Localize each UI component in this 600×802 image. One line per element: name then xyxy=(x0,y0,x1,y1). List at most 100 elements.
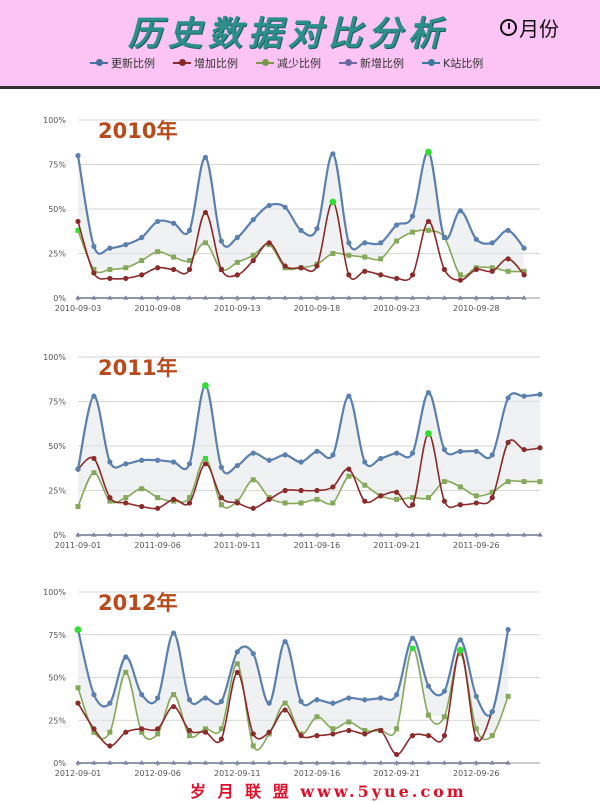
data-point[interactable] xyxy=(425,495,431,501)
data-point[interactable] xyxy=(298,698,304,705)
data-point[interactable] xyxy=(457,208,463,214)
data-point[interactable] xyxy=(91,270,97,276)
data-point[interactable] xyxy=(107,275,113,282)
data-point[interactable] xyxy=(378,493,384,499)
data-point[interactable] xyxy=(425,218,432,225)
data-point[interactable] xyxy=(505,268,511,274)
data-point[interactable] xyxy=(218,502,224,508)
data-point[interactable] xyxy=(521,245,527,251)
data-point[interactable] xyxy=(186,227,193,233)
data-point[interactable] xyxy=(91,692,97,698)
data-point[interactable] xyxy=(330,731,336,737)
legend-item[interactable]: K站比例 xyxy=(422,55,483,71)
data-point[interactable] xyxy=(107,245,113,251)
data-point[interactable] xyxy=(250,731,256,737)
data-point[interactable] xyxy=(346,473,352,479)
data-point[interactable] xyxy=(456,646,464,654)
data-point[interactable] xyxy=(282,700,288,706)
data-point[interactable] xyxy=(489,489,495,495)
data-point[interactable] xyxy=(394,489,400,495)
data-point[interactable] xyxy=(218,736,224,742)
data-point[interactable] xyxy=(266,700,272,706)
data-point[interactable] xyxy=(123,729,129,735)
data-point[interactable] xyxy=(123,242,129,248)
data-point[interactable] xyxy=(457,651,463,657)
data-point[interactable] xyxy=(378,695,384,701)
data-point[interactable] xyxy=(330,700,336,706)
data-point[interactable] xyxy=(314,714,320,720)
data-point[interactable] xyxy=(441,498,448,504)
data-point[interactable] xyxy=(505,395,511,401)
data-point[interactable] xyxy=(282,204,288,210)
data-point[interactable] xyxy=(394,726,400,732)
data-point[interactable] xyxy=(155,457,161,463)
data-point[interactable] xyxy=(202,455,208,461)
data-point[interactable] xyxy=(473,266,479,273)
data-point[interactable] xyxy=(441,733,448,739)
data-point[interactable] xyxy=(187,733,193,739)
data-point[interactable] xyxy=(441,266,448,273)
data-point[interactable] xyxy=(139,234,145,241)
data-point[interactable] xyxy=(266,496,272,502)
data-point[interactable] xyxy=(346,252,352,258)
data-point[interactable] xyxy=(250,258,256,264)
data-point[interactable] xyxy=(186,500,193,506)
data-point[interactable] xyxy=(394,496,400,502)
data-point[interactable] xyxy=(75,504,81,510)
data-point[interactable] xyxy=(186,461,193,467)
data-point[interactable] xyxy=(473,500,479,506)
data-point[interactable] xyxy=(155,249,161,255)
data-point[interactable] xyxy=(505,227,511,233)
data-point[interactable] xyxy=(441,479,447,485)
data-point[interactable] xyxy=(314,225,320,232)
data-point[interactable] xyxy=(362,268,368,274)
data-point[interactable] xyxy=(425,430,432,437)
data-point[interactable] xyxy=(441,446,448,453)
data-point[interactable] xyxy=(170,459,177,465)
data-point[interactable] xyxy=(171,254,177,260)
data-point[interactable] xyxy=(489,733,495,739)
data-point[interactable] xyxy=(346,240,352,246)
data-point[interactable] xyxy=(234,462,240,469)
data-point[interactable] xyxy=(250,650,256,657)
data-point[interactable] xyxy=(282,452,288,458)
data-point[interactable] xyxy=(330,151,336,157)
data-point[interactable] xyxy=(409,733,416,739)
data-point[interactable] xyxy=(473,693,479,699)
data-point[interactable] xyxy=(186,697,193,703)
data-point[interactable] xyxy=(457,272,463,278)
data-point[interactable] xyxy=(362,498,368,504)
data-point[interactable] xyxy=(425,227,431,233)
data-point[interactable] xyxy=(330,726,336,732)
data-point[interactable] xyxy=(218,238,224,244)
data-point[interactable] xyxy=(521,268,527,274)
data-point[interactable] xyxy=(202,154,209,160)
data-point[interactable] xyxy=(473,493,479,499)
data-point[interactable] xyxy=(266,457,272,463)
legend-item[interactable]: 增加比例 xyxy=(173,55,238,71)
data-point[interactable] xyxy=(505,693,511,699)
data-point[interactable] xyxy=(266,202,272,209)
legend-item[interactable]: 新增比例 xyxy=(339,55,404,71)
data-point[interactable] xyxy=(91,726,97,732)
data-point[interactable] xyxy=(170,496,177,502)
data-point[interactable] xyxy=(75,218,81,225)
month-selector[interactable]: 月份 xyxy=(500,13,559,42)
data-point[interactable] xyxy=(537,445,543,451)
data-point[interactable] xyxy=(91,455,97,462)
data-point[interactable] xyxy=(91,243,97,249)
data-point[interactable] xyxy=(457,277,463,283)
data-point[interactable] xyxy=(282,500,288,506)
data-point[interactable] xyxy=(362,482,368,488)
data-point[interactable] xyxy=(505,479,511,485)
data-point[interactable] xyxy=(123,265,129,271)
data-point[interactable] xyxy=(218,698,224,705)
data-point[interactable] xyxy=(314,487,320,494)
data-point[interactable] xyxy=(186,266,193,273)
data-point[interactable] xyxy=(187,258,193,264)
data-point[interactable] xyxy=(425,148,432,156)
data-point[interactable] xyxy=(218,464,224,470)
data-point[interactable] xyxy=(139,692,145,698)
data-point[interactable] xyxy=(202,240,208,246)
data-point[interactable] xyxy=(394,222,400,228)
